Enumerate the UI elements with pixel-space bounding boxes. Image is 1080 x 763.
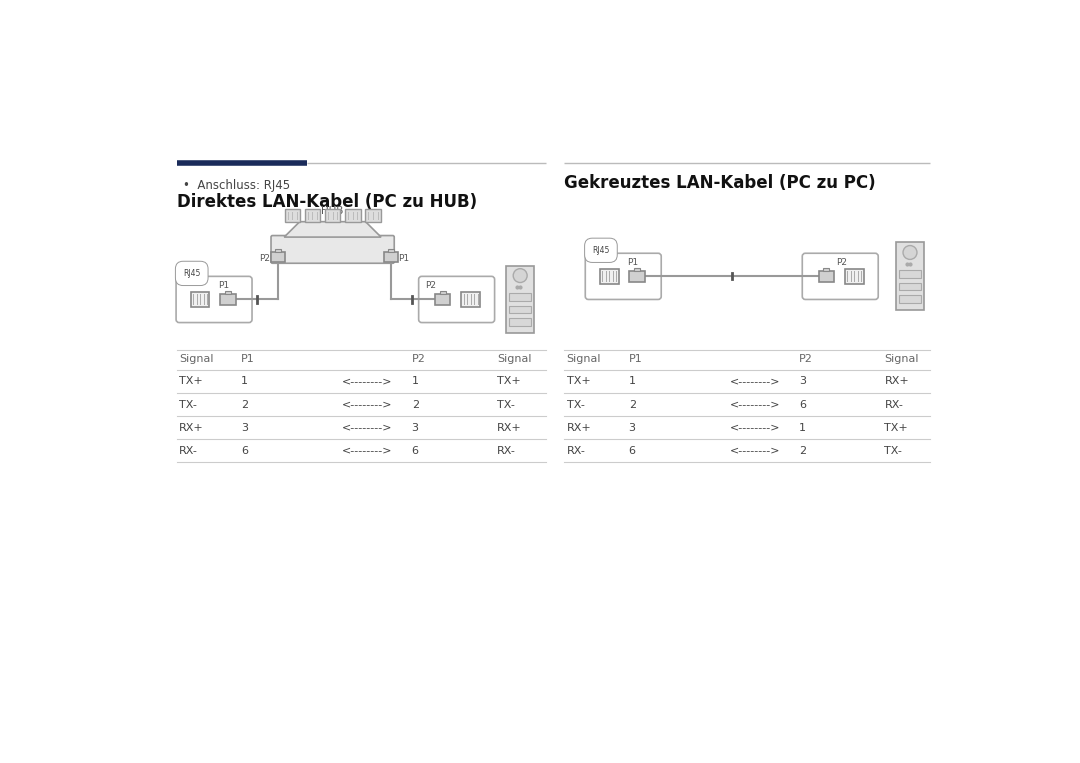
Text: 2: 2 bbox=[799, 446, 807, 456]
Bar bbox=[900, 295, 921, 303]
Text: HUB: HUB bbox=[322, 205, 343, 215]
Text: P1: P1 bbox=[218, 281, 229, 290]
Bar bbox=[510, 318, 531, 326]
Text: •  Anschluss: RJ45: • Anschluss: RJ45 bbox=[183, 179, 291, 192]
Text: TX+: TX+ bbox=[497, 376, 521, 387]
Text: RX+: RX+ bbox=[567, 423, 592, 433]
Text: 1: 1 bbox=[629, 376, 636, 387]
Text: Gekreuztes LAN-Kabel (PC zu PC): Gekreuztes LAN-Kabel (PC zu PC) bbox=[565, 174, 876, 192]
Text: RJ45: RJ45 bbox=[183, 269, 201, 278]
Bar bbox=[819, 271, 834, 282]
Text: 1: 1 bbox=[799, 423, 806, 433]
Text: 6: 6 bbox=[411, 446, 419, 456]
Text: RX-: RX- bbox=[567, 446, 585, 456]
Bar bbox=[383, 252, 397, 262]
Bar bbox=[510, 306, 531, 314]
Text: 3: 3 bbox=[799, 376, 806, 387]
Circle shape bbox=[903, 246, 917, 259]
Bar bbox=[900, 282, 921, 290]
Bar bbox=[634, 268, 640, 271]
Text: P1: P1 bbox=[627, 258, 638, 267]
Text: 6: 6 bbox=[799, 400, 806, 410]
Bar bbox=[440, 291, 446, 294]
Bar bbox=[271, 252, 285, 262]
Text: RX-: RX- bbox=[497, 446, 516, 456]
Text: <-------->: <--------> bbox=[729, 446, 780, 456]
Text: Signal: Signal bbox=[567, 354, 602, 364]
Text: RX+: RX+ bbox=[885, 376, 909, 387]
Text: P1: P1 bbox=[629, 354, 643, 364]
FancyBboxPatch shape bbox=[176, 276, 252, 323]
Text: P1: P1 bbox=[399, 254, 409, 263]
Text: 6: 6 bbox=[629, 446, 636, 456]
Text: 6: 6 bbox=[241, 446, 248, 456]
Text: TX+: TX+ bbox=[885, 423, 908, 433]
Bar bbox=[600, 269, 619, 284]
Text: <-------->: <--------> bbox=[342, 446, 392, 456]
Text: Direktes LAN-Kabel (PC zu HUB): Direktes LAN-Kabel (PC zu HUB) bbox=[177, 193, 477, 211]
Text: 3: 3 bbox=[411, 423, 419, 433]
Text: Signal: Signal bbox=[497, 354, 531, 364]
Text: RJ45: RJ45 bbox=[592, 246, 609, 255]
Bar bbox=[191, 291, 210, 307]
FancyBboxPatch shape bbox=[585, 253, 661, 299]
Bar bbox=[630, 271, 645, 282]
Bar bbox=[275, 249, 282, 252]
Bar bbox=[461, 291, 480, 307]
Bar bbox=[823, 268, 829, 271]
Text: 1: 1 bbox=[241, 376, 248, 387]
Text: RX-: RX- bbox=[179, 446, 198, 456]
Bar bbox=[435, 294, 450, 305]
Text: TX-: TX- bbox=[885, 446, 902, 456]
Bar bbox=[507, 266, 535, 333]
Text: 2: 2 bbox=[629, 400, 636, 410]
Text: <-------->: <--------> bbox=[342, 400, 392, 410]
Text: <-------->: <--------> bbox=[729, 376, 780, 387]
Polygon shape bbox=[284, 222, 381, 237]
Bar bbox=[896, 243, 924, 311]
Bar bbox=[388, 249, 394, 252]
Text: 3: 3 bbox=[241, 423, 248, 433]
Text: P2: P2 bbox=[424, 281, 436, 290]
Text: TX+: TX+ bbox=[567, 376, 591, 387]
FancyBboxPatch shape bbox=[802, 253, 878, 299]
Text: 2: 2 bbox=[241, 400, 248, 410]
Text: TX-: TX- bbox=[497, 400, 515, 410]
Text: TX-: TX- bbox=[567, 400, 584, 410]
Text: <-------->: <--------> bbox=[729, 400, 780, 410]
Bar bbox=[365, 209, 380, 222]
Text: <-------->: <--------> bbox=[342, 423, 392, 433]
Bar bbox=[845, 269, 864, 284]
Text: P2: P2 bbox=[259, 254, 271, 263]
Text: Signal: Signal bbox=[885, 354, 919, 364]
Text: TX-: TX- bbox=[179, 400, 197, 410]
Text: P2: P2 bbox=[836, 258, 848, 267]
FancyBboxPatch shape bbox=[271, 236, 394, 263]
Bar bbox=[225, 291, 231, 294]
Bar bbox=[900, 270, 921, 278]
Bar bbox=[345, 209, 361, 222]
Bar bbox=[305, 209, 321, 222]
Circle shape bbox=[513, 269, 527, 282]
Text: P1: P1 bbox=[241, 354, 255, 364]
Text: 1: 1 bbox=[411, 376, 419, 387]
Text: RX-: RX- bbox=[885, 400, 903, 410]
Text: 3: 3 bbox=[629, 423, 636, 433]
Bar bbox=[325, 209, 340, 222]
Text: 2: 2 bbox=[411, 400, 419, 410]
Text: P2: P2 bbox=[799, 354, 813, 364]
Text: RX+: RX+ bbox=[179, 423, 204, 433]
Text: P2: P2 bbox=[411, 354, 426, 364]
Bar bbox=[284, 209, 300, 222]
Text: <-------->: <--------> bbox=[342, 376, 392, 387]
Bar bbox=[510, 293, 531, 301]
Bar bbox=[220, 294, 235, 305]
Text: RX+: RX+ bbox=[497, 423, 522, 433]
Text: <-------->: <--------> bbox=[729, 423, 780, 433]
FancyBboxPatch shape bbox=[419, 276, 495, 323]
Text: TX+: TX+ bbox=[179, 376, 203, 387]
Text: Signal: Signal bbox=[179, 354, 214, 364]
